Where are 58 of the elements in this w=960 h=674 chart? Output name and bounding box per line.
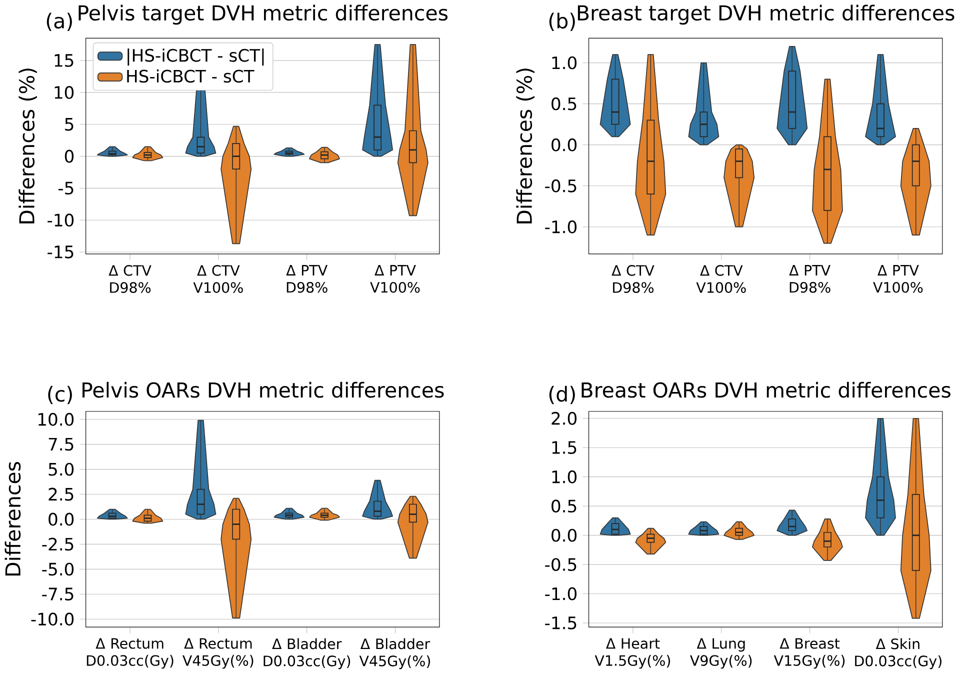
x-tick-label: Δ Rectum V45Gy(%) [182,638,254,669]
x-tick-label: Δ CTV V100% [696,265,746,293]
y-axis-title: Differences (%) [18,68,37,224]
x-tick-label: Δ PTV V100% [873,265,923,293]
y-tick-label: -1.0 [545,220,577,234]
y-axis-title: Differences (%) [516,68,534,224]
legend-label: |HS-iCBCT - sCT| [128,48,264,66]
y-tick-label: 2.5 [48,488,74,501]
y-tick-label: -1.0 [545,587,577,600]
chart-title: Breast target DVH metric differences [578,4,954,25]
x-tick-label: Δ Breast V15Gy(%) [774,638,845,669]
y-tick-label: 10 [54,86,74,99]
y-tick-label: -10 [48,214,74,227]
x-tick-label: Δ PTV D98% [286,265,328,293]
x-tick-label: Δ PTV D98% [789,265,830,293]
y-tick-label: -15 [48,246,74,258]
y-tick-label: -5.0 [42,562,74,576]
text: (b) [549,12,575,32]
legend-label: HS-iCBCT - sCT [127,69,254,83]
y-tick-label: -5 [58,182,74,195]
y-tick-label: 1.0 [552,56,577,70]
y-tick-label: -7.5 [42,588,74,601]
y-tick-label: -2.5 [42,538,74,551]
y-tick-label: 5 [65,118,74,131]
x-tick-label: Δ CTV D98% [612,265,654,293]
y-tick-label: -1.5 [545,616,576,630]
y-tick-label: -10.0 [31,612,74,626]
chart-title: Pelvis OARs DVH metric differences [82,382,444,398]
y-tick-label: -0.5 [545,558,576,572]
x-tick-label: Δ Bladder D0.03cc(Gy) [264,638,350,670]
y-tick-label: 0.5 [552,97,576,110]
x-tick-label: Δ Rectum D0.03cc(Gy) [86,638,174,669]
text: (d) [549,386,575,404]
x-tick-label: Δ Bladder V45Gy(%) [359,638,430,670]
y-tick-label: 7.5 [48,438,74,451]
y-tick-label: 0.5 [552,500,576,513]
text: (c) [48,386,72,404]
y-tick-label: 0.0 [48,512,74,526]
y-tick-label: 15 [54,54,74,67]
y-tick-label: 0.0 [552,528,577,542]
x-tick-label: Δ PTV V100% [370,265,420,293]
y-axis-title: Differences [4,462,21,576]
x-tick-label: Δ CTV D98% [108,265,152,293]
y-tick-label: 0 [64,150,74,163]
y-tick-label: -0.5 [545,179,576,192]
y-tick-label: 5.0 [48,462,74,476]
x-tick-label: Δ CTV V100% [193,265,243,293]
y-tick-label: 10.0 [38,412,74,426]
x-tick-label: Δ Lung V9Gy(%) [690,638,752,669]
chart-title: Breast OARs DVH metric differences [582,382,950,398]
x-tick-label: Δ Heart V1.5Gy(%) [594,638,670,669]
chart-title: Pelvis target DVH metric differences [78,4,448,25]
y-tick-label: 0.0 [552,138,577,152]
y-tick-label: 1.0 [552,470,577,484]
y-tick-label: 2.0 [552,412,577,425]
y-tick-label: 1.5 [552,441,576,454]
x-tick-label: Δ Skin D0.03cc(Gy) [855,638,942,670]
text: (a) [46,12,72,32]
